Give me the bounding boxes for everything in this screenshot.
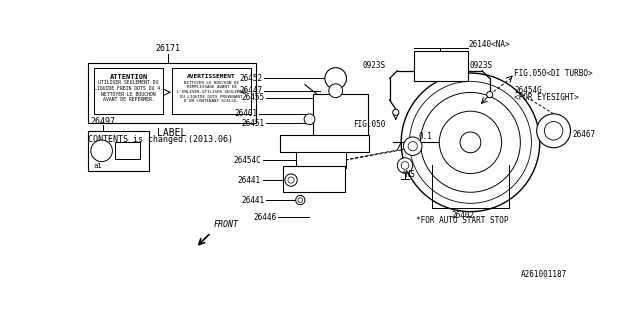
Text: *NS: *NS	[401, 170, 415, 179]
Circle shape	[537, 114, 570, 148]
Circle shape	[408, 141, 417, 151]
Text: 26454G: 26454G	[515, 86, 542, 95]
Circle shape	[325, 68, 346, 89]
Bar	[280, 135, 369, 152]
Text: 26446: 26446	[253, 212, 276, 221]
Circle shape	[304, 114, 315, 124]
Text: A261001187: A261001187	[520, 270, 566, 279]
Text: <FOR EYESIGHT>: <FOR EYESIGHT>	[515, 93, 579, 102]
Text: CONTENTS is changed.(2013.06): CONTENTS is changed.(2013.06)	[88, 135, 233, 144]
Text: 26455: 26455	[242, 93, 265, 102]
Text: LABEL: LABEL	[157, 128, 186, 138]
Text: 0923S: 0923S	[470, 61, 493, 70]
Circle shape	[393, 109, 399, 116]
Bar	[88, 131, 149, 171]
Circle shape	[401, 162, 409, 169]
Circle shape	[91, 140, 113, 162]
Text: NETTOYER LE BOUCHON DE
REMPLISSAGE AVANT DE
L'ENLEVER.UTILISER SEULEMENT
DU LIQU: NETTOYER LE BOUCHON DE REMPLISSAGE AVANT…	[177, 81, 247, 103]
Bar	[414, 52, 468, 81]
Text: 26171: 26171	[156, 44, 180, 53]
Text: 26402: 26402	[451, 211, 474, 220]
Text: 26454C: 26454C	[233, 156, 261, 164]
Text: 0.1: 0.1	[418, 132, 432, 141]
Bar	[296, 152, 346, 168]
Bar	[312, 94, 368, 139]
Circle shape	[397, 158, 413, 173]
Bar	[172, 68, 251, 114]
Circle shape	[420, 92, 520, 192]
Circle shape	[403, 137, 422, 156]
Circle shape	[545, 122, 563, 140]
Circle shape	[296, 196, 305, 205]
Text: AVERTISSEMENT: AVERTISSEMENT	[188, 74, 236, 79]
Circle shape	[410, 81, 531, 203]
Text: 26401: 26401	[234, 109, 257, 118]
Circle shape	[401, 73, 540, 212]
Circle shape	[439, 111, 502, 173]
Text: 26140<NA>: 26140<NA>	[468, 40, 510, 49]
Circle shape	[298, 198, 303, 203]
Bar	[284, 166, 345, 192]
Text: ATTENTION: ATTENTION	[109, 74, 148, 80]
Circle shape	[288, 177, 294, 183]
Text: UTILISER SEULEMENT DU
LIQUIDE FREIN DOTS OU 4.
NETTOYER LE BOUCHON
AVANT DE REFE: UTILISER SEULEMENT DU LIQUIDE FREIN DOTS…	[94, 80, 163, 102]
Text: 26447: 26447	[239, 86, 262, 95]
Text: FRONT: FRONT	[214, 220, 239, 229]
Text: *FOR AUTO START STOP: *FOR AUTO START STOP	[417, 216, 509, 225]
Circle shape	[329, 84, 342, 98]
Bar	[115, 141, 140, 158]
Text: a1: a1	[94, 163, 102, 169]
Text: 26467: 26467	[572, 130, 595, 139]
Text: FIG.050: FIG.050	[353, 120, 386, 129]
Text: 26497: 26497	[91, 117, 116, 126]
Bar	[94, 68, 163, 114]
Text: 0923S: 0923S	[363, 61, 386, 70]
Text: 26452: 26452	[239, 74, 262, 83]
Text: 26441: 26441	[242, 196, 265, 204]
Text: 26441: 26441	[238, 176, 261, 185]
Circle shape	[460, 132, 481, 153]
Bar	[88, 63, 255, 123]
Text: FIG.050<DI TURBO>: FIG.050<DI TURBO>	[515, 68, 593, 77]
Circle shape	[486, 92, 493, 98]
Text: 26451: 26451	[242, 119, 265, 128]
Circle shape	[285, 174, 297, 186]
